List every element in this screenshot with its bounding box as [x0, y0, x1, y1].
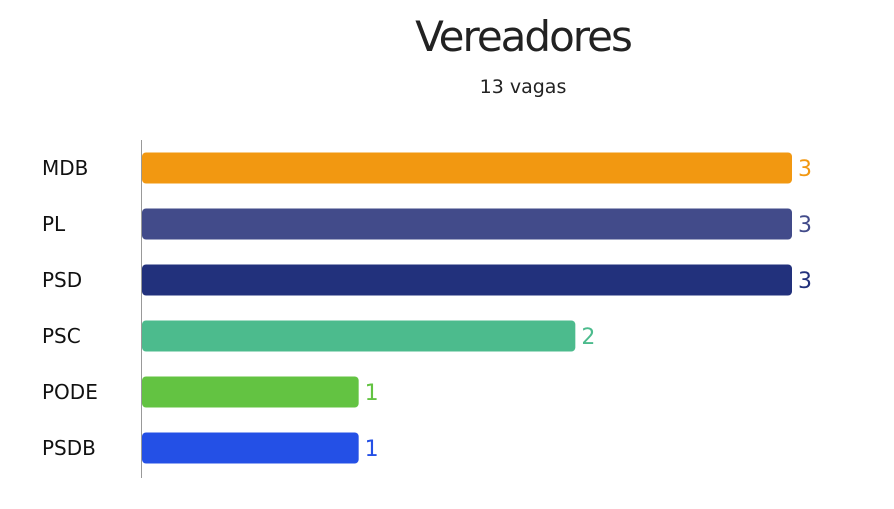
category-label-psdb: PSDB [42, 436, 96, 460]
value-label-psdb: 1 [365, 437, 379, 462]
bar-mdb [142, 152, 792, 184]
value-label-psc: 2 [581, 325, 595, 350]
value-label-pode: 1 [365, 381, 379, 406]
category-label-psc: PSC [42, 324, 81, 348]
category-label-pl: PL [42, 212, 66, 236]
bar-pode [142, 376, 359, 408]
value-label-mdb: 3 [798, 157, 812, 182]
category-label-pode: PODE [42, 380, 98, 404]
bar-pl [142, 208, 792, 240]
category-label-psd: PSD [42, 268, 82, 292]
bar-psd [142, 264, 792, 296]
value-label-psd: 3 [798, 269, 812, 294]
value-label-pl: 3 [798, 213, 812, 238]
bar-psdb [142, 432, 359, 464]
category-label-mdb: MDB [42, 156, 88, 180]
chart-title: Vereadores [415, 12, 633, 61]
chart-subtitle: 13 vagas [479, 76, 567, 98]
bar-psc [142, 320, 576, 352]
bar-group: MDB 3 PL 3 PSD 3 PSC 2 PODE 1 PSDB 1 [42, 152, 812, 464]
